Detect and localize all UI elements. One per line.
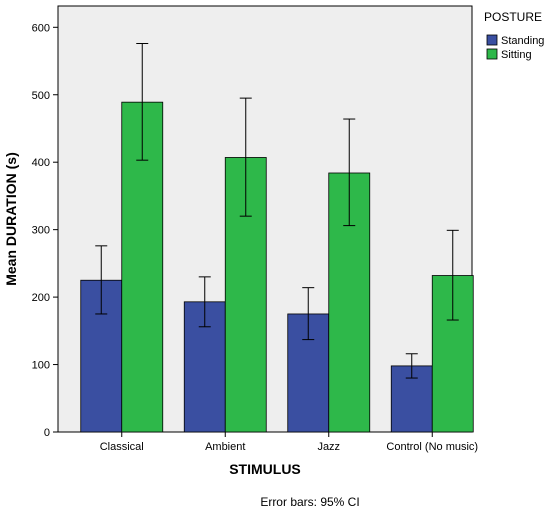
x-tick-label: Ambient [205,441,245,453]
legend-title: POSTURE [484,10,542,24]
error-bars-group [95,42,459,379]
legend-label-standing: Standing [501,35,544,47]
y-tick-label: 0 [44,427,50,439]
error-bars-note: Error bars: 95% CI [260,495,359,509]
y-tick-label: 500 [32,90,50,102]
x-axis-title: STIMULUS [229,461,301,477]
legend-label-sitting: Sitting [501,49,532,61]
y-axis-title: Mean DURATION (s) [3,152,19,286]
x-tick-label: Control (No music) [386,441,478,453]
x-axis: Classical Ambient Jazz Control (No music) [100,432,478,453]
legend-swatch-sitting [486,48,498,60]
y-tick-label: 100 [32,360,50,372]
x-tick-label: Classical [100,441,144,453]
y-tick-label: 200 [32,292,50,304]
x-tick-label: Jazz [317,441,340,453]
bar-sitting-3 [431,275,474,433]
y-tick-label: 600 [32,22,50,34]
y-tick-label: 400 [32,157,50,169]
y-tick-label: 300 [32,225,50,237]
y-axis: 0 100 200 300 400 500 600 [32,22,58,439]
legend: POSTURE Standing Sitting [484,10,544,61]
legend-swatch-standing [486,34,498,46]
